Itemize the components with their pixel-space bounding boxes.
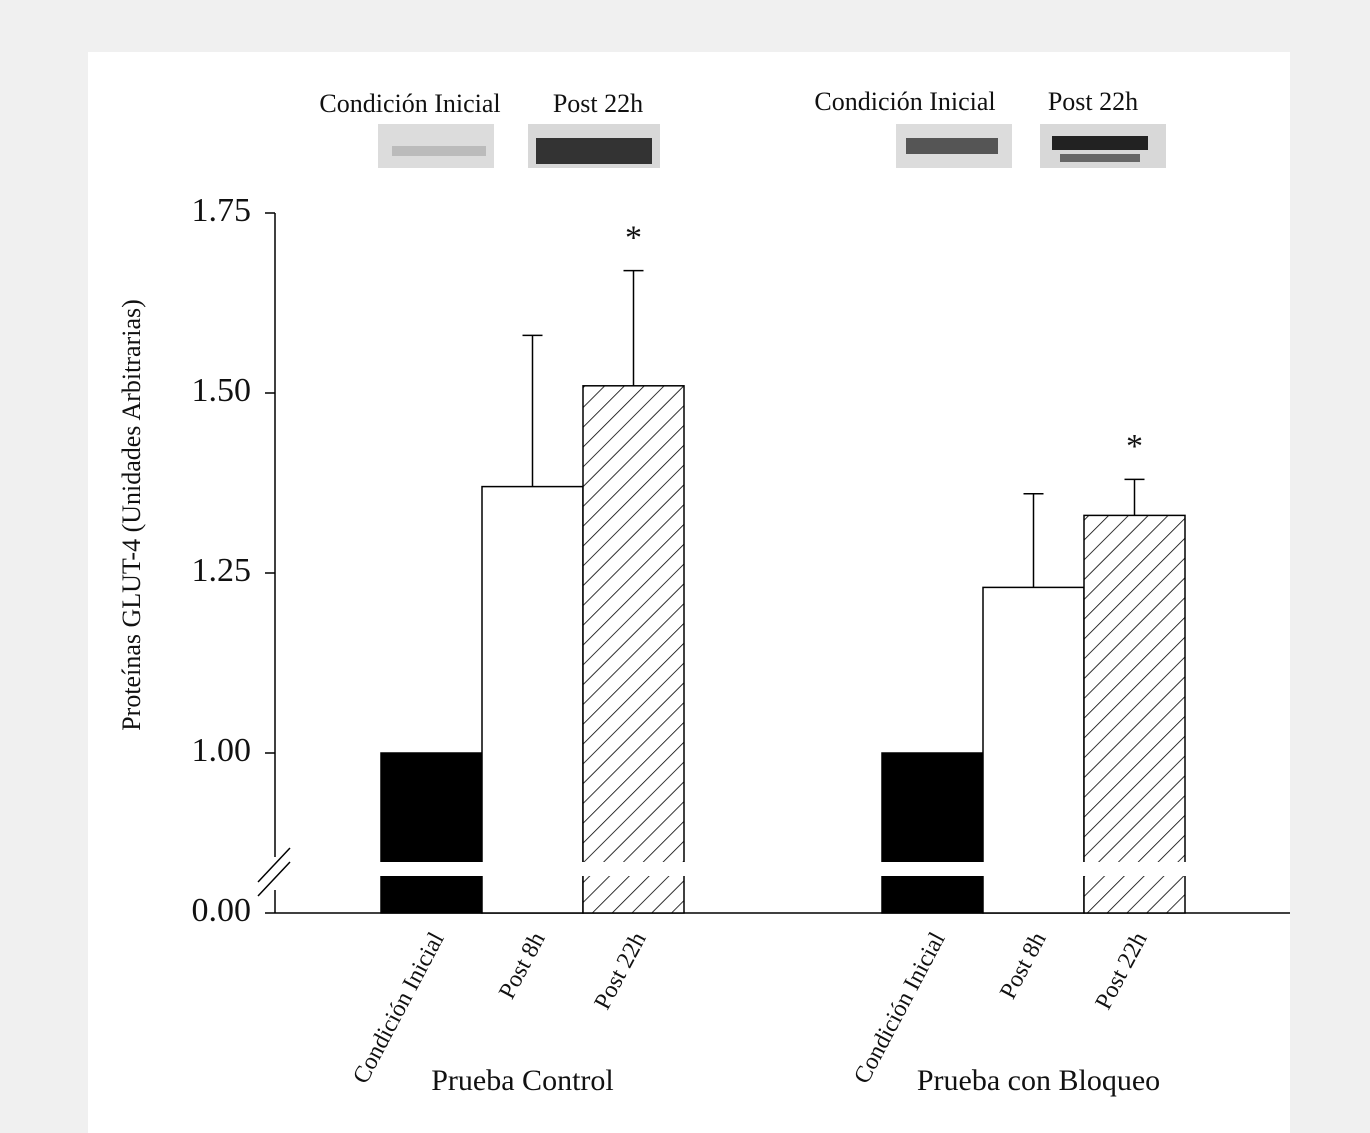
y-tick-label: 1.75 xyxy=(192,192,252,229)
axis-break-gap xyxy=(379,862,688,876)
blot-label: Condición Inicial xyxy=(814,87,995,116)
significance-mark: * xyxy=(1126,428,1143,465)
bar xyxy=(882,753,983,913)
y-tick-label: 1.50 xyxy=(192,372,252,409)
y-tick-label: 0.00 xyxy=(192,892,252,929)
blot-label: Post 22h xyxy=(1048,87,1138,116)
bar xyxy=(482,487,583,913)
chart: Condición Inicial Post 22h Condición Ini… xyxy=(0,0,1370,1133)
bar xyxy=(583,386,684,913)
y-tick-label: 1.00 xyxy=(192,732,252,769)
page: Condición Inicial Post 22h Condición Ini… xyxy=(0,0,1370,1133)
y-tick-label: 1.25 xyxy=(192,552,252,589)
axis-break-gap xyxy=(880,862,1189,876)
blot-label: Condición Inicial xyxy=(319,89,500,118)
y-axis-label: Proteínas GLUT-4 (Unidades Arbitrarias) xyxy=(117,299,146,731)
blot-label: Post 22h xyxy=(553,89,643,118)
significance-mark: * xyxy=(625,219,642,256)
bar xyxy=(381,753,482,913)
bar xyxy=(1084,515,1185,913)
category-label: Prueba Control xyxy=(431,1064,613,1097)
category-label: Prueba con Bloqueo xyxy=(917,1064,1160,1097)
